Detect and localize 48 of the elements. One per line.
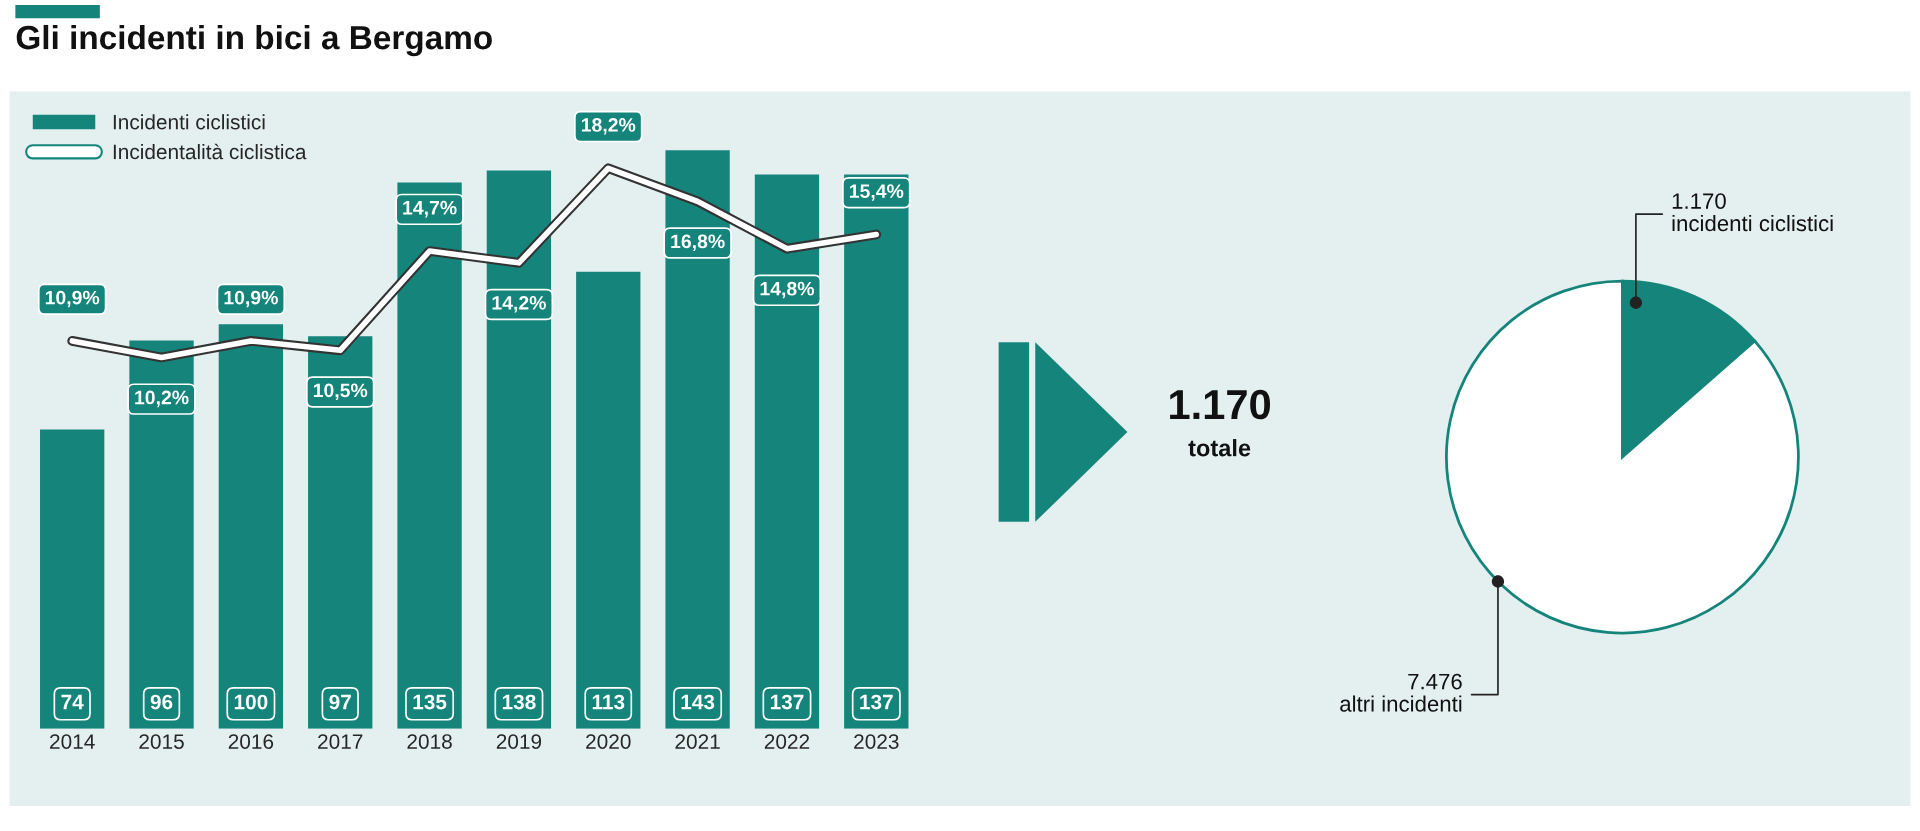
x-tick-label: 2017 xyxy=(318,734,363,749)
bar xyxy=(576,271,641,729)
bar xyxy=(754,174,820,729)
data-label: 10,5% xyxy=(313,383,368,401)
data-label: 97 xyxy=(329,694,351,710)
x-tick-label: 2023 xyxy=(854,734,899,749)
text: 1.170 xyxy=(1170,389,1271,420)
data-label: 100 xyxy=(234,694,268,710)
data-label: 14,8% xyxy=(760,281,815,299)
data-label: 15,4% xyxy=(849,184,904,201)
x-tick-label: 2020 xyxy=(586,734,631,749)
bar xyxy=(844,174,909,729)
slice-label: altri incidenti xyxy=(1340,695,1462,712)
slice-label: incidenti ciclistici xyxy=(1672,214,1833,232)
data-label: 14,7% xyxy=(403,200,457,218)
x-tick-label: 2022 xyxy=(764,734,810,749)
data-label: 113 xyxy=(592,694,625,710)
x-tick-label: 2019 xyxy=(496,734,542,749)
legend-label: Incidentalità ciclistica xyxy=(113,143,307,160)
data-label: 10,9% xyxy=(224,290,278,308)
bar xyxy=(486,170,552,729)
bar xyxy=(665,150,730,729)
x-tick-label: 2015 xyxy=(139,734,184,749)
data-label: 138 xyxy=(502,694,536,710)
x-tick-label: 2014 xyxy=(50,734,95,749)
x-tick-label: 2016 xyxy=(228,734,274,749)
data-label: 135 xyxy=(413,694,447,710)
bar xyxy=(397,182,462,729)
data-label: 74 xyxy=(61,694,84,710)
data-label: 18,2% xyxy=(581,118,636,135)
data-label: 7.476 xyxy=(1408,673,1462,690)
data-label: 14,2% xyxy=(492,295,546,313)
pie-slice xyxy=(1445,279,1800,635)
data-label: 137 xyxy=(860,694,893,710)
text: totale xyxy=(1188,439,1251,457)
legend-label: Incidenti ciclistici xyxy=(113,114,265,130)
data-label: 10,9% xyxy=(45,290,100,308)
data-label: 1.170 xyxy=(1672,193,1726,209)
x-tick-label: 2018 xyxy=(407,734,452,749)
data-label: 143 xyxy=(681,694,715,710)
data-label: 96 xyxy=(150,694,173,710)
data-label: 10,2% xyxy=(135,390,189,408)
bar xyxy=(40,429,105,729)
x-tick-label: 2021 xyxy=(675,734,720,749)
data-label: 137 xyxy=(770,694,804,710)
chart-title: Gli incidenti in bici a Bergamo xyxy=(16,24,492,57)
bar xyxy=(218,324,284,729)
data-label: 16,8% xyxy=(671,234,725,252)
